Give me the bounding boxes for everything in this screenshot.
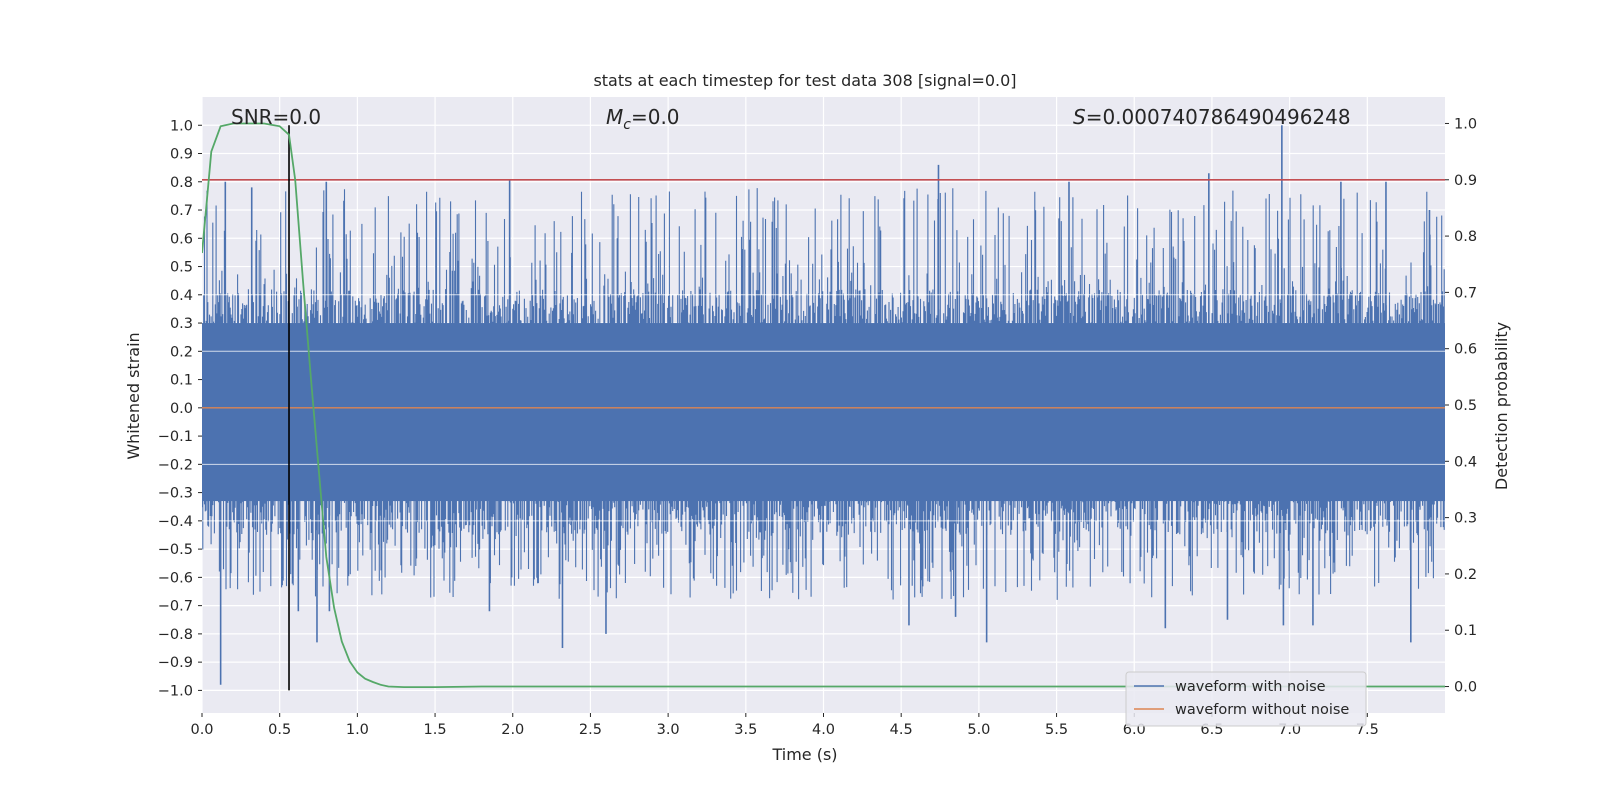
chirp-mass-annotation: Mc=0.0: [606, 105, 680, 133]
y-tick-label: 0.6: [170, 231, 193, 247]
chirp-mass-symbol: M: [606, 105, 623, 129]
y2-tick-label: 0.0: [1454, 680, 1477, 696]
y-tick-label: 0.4: [170, 288, 193, 304]
y-tick-label: −0.8: [158, 627, 193, 643]
y2-tick-label: 0.8: [1454, 229, 1477, 245]
y-tick-label: 0.7: [170, 203, 193, 219]
x-tick-label: 5.5: [1045, 722, 1068, 738]
x-tick-label: 2.5: [579, 722, 602, 738]
s-symbol: S: [1073, 105, 1086, 129]
y2-tick-label: 0.2: [1454, 567, 1477, 583]
y2-tick-label: 0.1: [1454, 623, 1477, 639]
y-tick-label: −0.3: [158, 486, 193, 502]
x-axis-ticks: 0.0 0.5 1.0 1.5 2.0 2.5 3.0 3.5 4.0 4.5 5.0 5.5 6.0 6…: [190, 713, 1379, 738]
waveform-with-noise-series: [202, 125, 1445, 685]
y-tick-label: −0.2: [158, 457, 193, 473]
y-tick-label: 0.8: [170, 175, 193, 191]
y-tick-label: 0.5: [170, 260, 193, 276]
y2-tick-label: 0.5: [1454, 398, 1477, 414]
y-axis-ticks: 1.0 0.9 0.8 0.7 0.6 0.5 0.4 0.3 0.2 0.1 0.0 −0.1 −0.…: [158, 118, 202, 699]
y-tick-label: −1.0: [158, 683, 193, 699]
y2-tick-label: 0.3: [1454, 511, 1477, 527]
y2-tick-label: 1.0: [1454, 116, 1477, 132]
y-tick-label: 0.9: [170, 147, 193, 163]
x-tick-label: 1.5: [424, 722, 447, 738]
y-tick-label: 0.1: [170, 373, 193, 389]
y-tick-label: −0.6: [158, 570, 193, 586]
y-tick-label: 1.0: [170, 118, 193, 134]
chart-title: stats at each timestep for test data 308…: [593, 71, 1016, 90]
noise-core-band: [202, 323, 1445, 502]
detection-probability-line: [202, 122, 1445, 688]
legend-box: [1125, 671, 1367, 727]
y-tick-label: −0.5: [158, 542, 193, 558]
y2-tick-label: 0.7: [1454, 285, 1477, 301]
x-tick-label: 1.0: [346, 722, 369, 738]
y2-axis-label: Detection probability: [1492, 322, 1511, 490]
x-tick-label: 0.0: [190, 722, 213, 738]
x-tick-label: 0.5: [268, 722, 291, 738]
chirp-mass-value: =0.0: [631, 105, 680, 129]
legend-entry-clean: waveform without noise: [1175, 702, 1349, 718]
x-tick-label: 4.0: [812, 722, 835, 738]
snr-annotation: SNR=0.0: [231, 105, 321, 129]
s-value: =0.000740786490496248: [1086, 105, 1351, 129]
x-tick-label: 4.5: [890, 722, 913, 738]
y-tick-label: −0.9: [158, 655, 193, 671]
y-tick-label: 0.3: [170, 316, 193, 332]
legend: waveform with noise waveform without noi…: [1125, 671, 1367, 727]
y2-tick-label: 0.4: [1454, 454, 1477, 470]
chirp-mass-subscript: c: [623, 117, 631, 133]
x-axis-label: Time (s): [771, 745, 837, 764]
x-tick-label: 2.0: [501, 722, 524, 738]
y-tick-label: 0.2: [170, 344, 193, 360]
y-tick-label: −0.1: [158, 429, 193, 445]
x-tick-label: 3.0: [657, 722, 680, 738]
y2-tick-label: 0.9: [1454, 173, 1477, 189]
y-tick-label: −0.7: [158, 599, 193, 615]
y-tick-label: 0.0: [170, 401, 193, 417]
y2-axis-ticks: 1.0 0.9 0.8 0.7 0.6 0.5 0.4 0.3 0.2 0.1 0.0: [1445, 116, 1477, 696]
y-axis-label: Whitened strain: [124, 332, 143, 459]
x-tick-label: 3.5: [734, 722, 757, 738]
overlay-lines: [202, 122, 1445, 691]
y-tick-label: −0.4: [158, 514, 193, 530]
x-tick-label: 5.0: [967, 722, 990, 738]
legend-entry-noise: waveform with noise: [1175, 679, 1326, 695]
y2-tick-label: 0.6: [1454, 342, 1477, 358]
s-annotation: S=0.000740786490496248: [1073, 105, 1351, 129]
